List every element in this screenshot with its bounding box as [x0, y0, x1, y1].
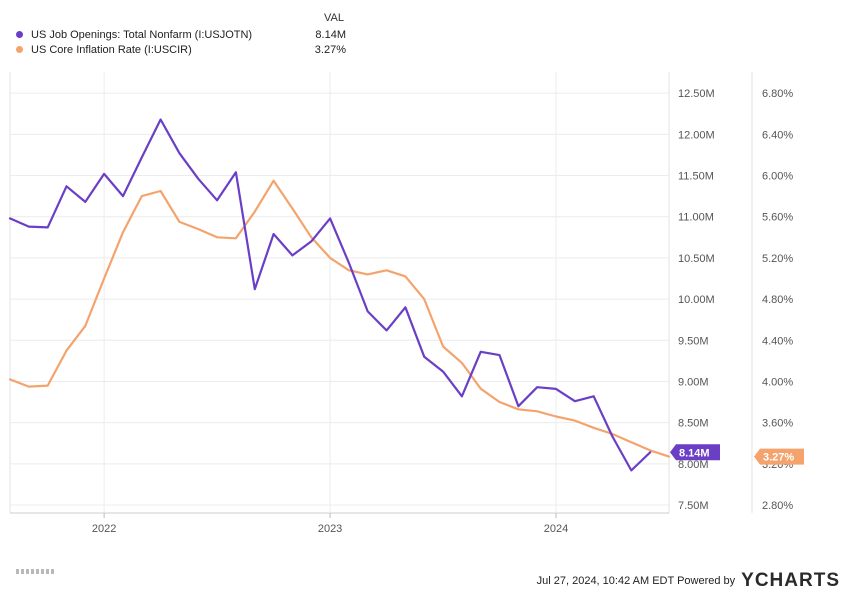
last-value-tag-job-openings: 8.14M [679, 447, 710, 459]
left-axis-tick-label: 11.00M [678, 212, 714, 224]
watermark-logo [16, 569, 56, 574]
legend-marker-job-openings [16, 31, 23, 38]
legend-value-header: VAL [324, 12, 344, 24]
right-axis-tick-label: 6.80% [762, 88, 793, 100]
x-axis-tick-label: 2024 [544, 523, 568, 535]
right-axis-tick-label: 6.00% [762, 171, 793, 183]
right-axis-tick-label: 5.20% [762, 253, 793, 265]
left-axis-tick-label: 7.50M [678, 500, 709, 512]
legend-item-job-openings[interactable]: US Job Openings: Total Nonfarm (I:USJOTN… [16, 27, 346, 42]
legend-value-job-openings: 8.14M [315, 28, 346, 41]
left-axis-tick-label: 12.00M [678, 129, 715, 141]
left-axis-tick-label: 9.00M [678, 376, 709, 388]
right-axis-tick-label: 3.60% [762, 418, 793, 430]
series-line-core-inflation [8, 179, 671, 458]
legend-label-core-inflation: US Core Inflation Rate (I:USCIR) [31, 43, 192, 56]
left-axis-tick-label: 10.50M [678, 253, 715, 265]
right-axis-tick-label: 2.80% [762, 500, 793, 512]
chart-legend: VAL US Job Openings: Total Nonfarm (I:US… [16, 12, 346, 57]
left-axis-tick-label: 9.50M [678, 335, 709, 347]
legend-value-core-inflation: 3.27% [314, 43, 346, 56]
left-axis-tick-label: 12.50M [678, 88, 715, 100]
left-axis-tick-label: 8.50M [678, 418, 709, 430]
right-axis-tick-label: 4.80% [762, 294, 793, 306]
right-axis-tick-label: 4.40% [762, 335, 793, 347]
chart-footer: Jul 27, 2024, 10:42 AM EDT Powered by YC… [537, 570, 840, 592]
ycharts-logo[interactable]: YCHARTS [741, 570, 840, 591]
right-axis-tick-label: 4.00% [762, 376, 793, 388]
series-line-job-openings [8, 118, 652, 472]
footer-timestamp: Jul 27, 2024, 10:42 AM EDT Powered by [536, 575, 736, 587]
legend-item-core-inflation[interactable]: US Core Inflation Rate (I:USCIR) 3.27% [16, 42, 346, 57]
left-axis-tick-label: 11.50M [678, 171, 714, 183]
legend-label-job-openings: US Job Openings: Total Nonfarm (I:USJOTN… [31, 28, 253, 41]
right-axis-tick-label: 6.40% [762, 129, 793, 141]
legend-marker-core-inflation [16, 46, 23, 53]
left-axis-tick-label: 8.00M [678, 459, 709, 471]
last-value-tag-job-openings-bg [670, 444, 720, 461]
left-axis-tick-label: 10.00M [678, 294, 715, 306]
last-value-tag-core-inflation: 3.27% [763, 452, 794, 464]
right-axis-tick-label: 5.60% [762, 212, 793, 224]
x-axis-tick-label: 2022 [92, 523, 116, 535]
last-value-tag-core-inflation-bg [754, 448, 804, 465]
x-axis-tick-label: 2023 [318, 523, 342, 535]
